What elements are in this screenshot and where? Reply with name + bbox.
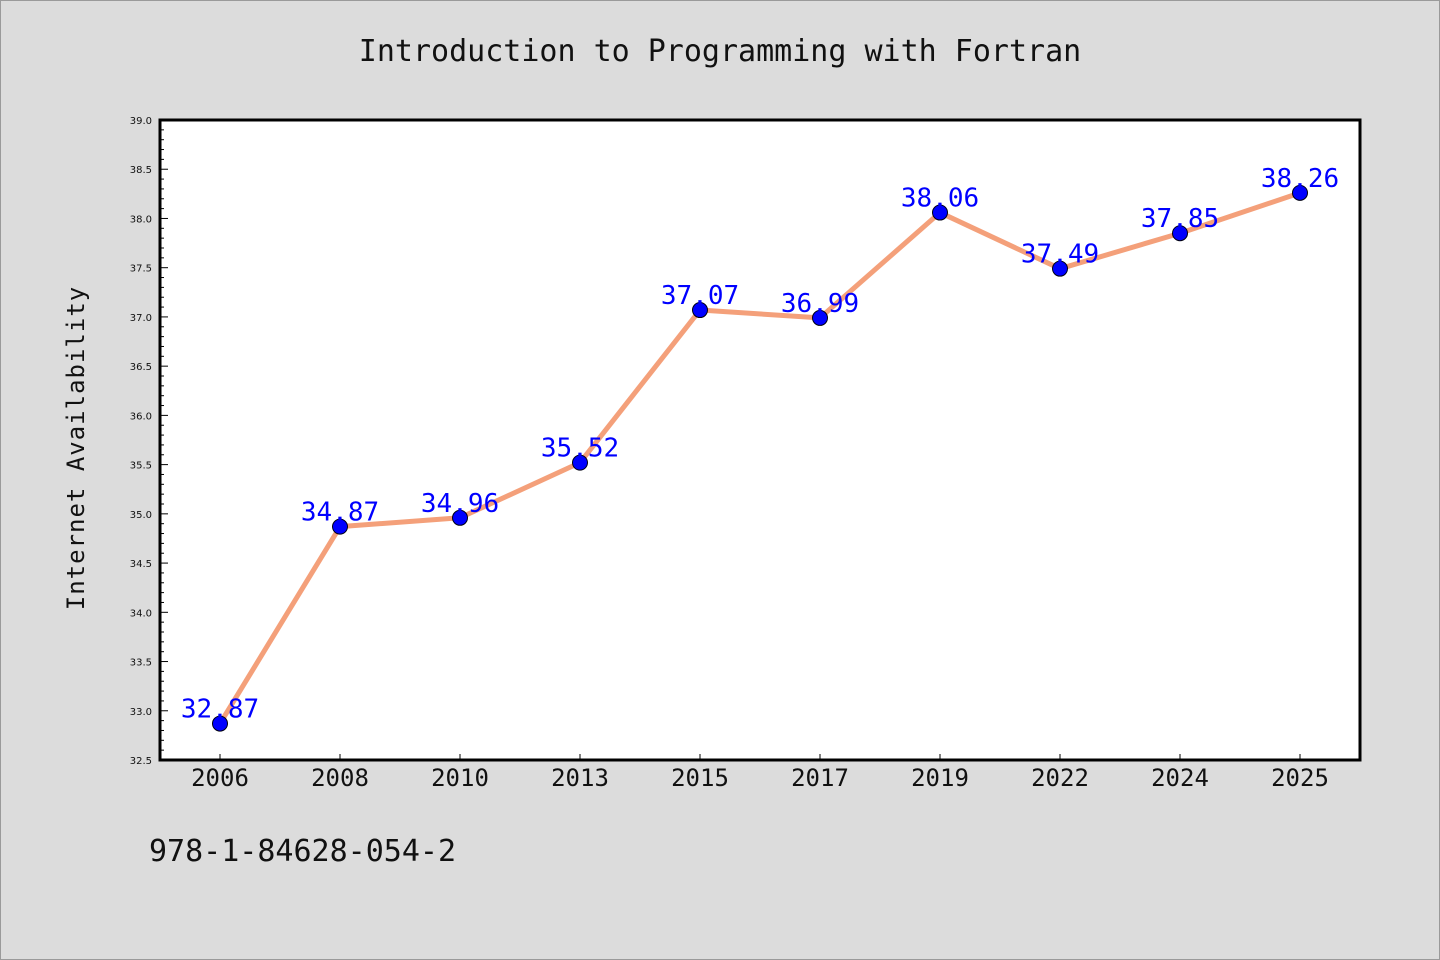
x-axis: 2006 2008 2010 2013 2015 2017 2019 2022 2024 2025 (191, 754, 1329, 792)
data-label: 37.07 (661, 281, 739, 311)
y-tick-label: 34.5 (130, 559, 152, 570)
plot-area (160, 120, 1360, 760)
data-label: 38.26 (1261, 164, 1339, 194)
series-line (217, 190, 1303, 727)
data-label: 35.52 (541, 434, 619, 464)
x-tick-label: 2008 (311, 764, 369, 792)
data-point (452, 509, 468, 526)
data-point (692, 302, 708, 319)
data-point (1172, 225, 1188, 242)
x-tick-label: 2010 (431, 764, 489, 792)
x-tick-label: 2024 (1151, 764, 1209, 792)
x-tick-label: 2025 (1271, 764, 1329, 792)
x-tick-label: 2006 (191, 764, 249, 792)
y-tick-label: 37.0 (130, 313, 152, 324)
data-label: 34.96 (421, 489, 499, 519)
data-point (1052, 260, 1068, 277)
data-label: 32.87 (181, 695, 259, 725)
y-tick-label: 33.5 (130, 658, 152, 669)
chart-title: Introduction to Programming with Fortran (358, 34, 1082, 69)
x-tick-label: 2022 (1031, 764, 1089, 792)
data-points (212, 184, 1308, 732)
data-label: 37.85 (1141, 204, 1219, 234)
y-tick-label: 38.5 (130, 165, 152, 176)
y-tick-label: 32.5 (130, 756, 152, 767)
y-axis: 32.5 33.0 33.5 34.0 34.5 35.0 35.5 36.0 36.5 37.0… (130, 116, 168, 767)
isbn-text: 978-1-84628-054-2 (149, 834, 457, 869)
data-label: 37.49 (1021, 240, 1099, 270)
y-tick-label: 36.0 (130, 411, 152, 422)
data-point (332, 518, 348, 535)
y-tick-label: 39.0 (130, 116, 152, 127)
y-tick-label: 36.5 (130, 362, 152, 373)
data-label: 34.87 (301, 498, 379, 528)
data-point (812, 309, 828, 326)
plot-border (158, 118, 1362, 762)
data-point (212, 715, 228, 732)
y-tick-label: 35.0 (130, 510, 152, 521)
y-tick-label: 33.0 (130, 707, 152, 718)
data-point (1292, 184, 1308, 201)
y-tick-label: 38.0 (130, 214, 152, 225)
data-point (572, 454, 588, 471)
data-point (932, 204, 948, 221)
data-label: 36.99 (781, 289, 859, 319)
data-label: 38.06 (901, 184, 979, 214)
y-tick-label: 37.5 (130, 264, 152, 275)
x-tick-label: 2017 (791, 764, 849, 792)
x-tick-label: 2013 (551, 764, 609, 792)
data-labels: 32.87 34.87 34.96 35.52 37.07 36.99 38.06 37.49… (181, 164, 1339, 725)
y-tick-label: 35.5 (130, 461, 152, 472)
x-tick-label: 2019 (911, 764, 969, 792)
y-tick-label: 34.0 (130, 608, 152, 619)
x-tick-label: 2015 (671, 764, 729, 792)
series-line-group (217, 190, 1303, 727)
